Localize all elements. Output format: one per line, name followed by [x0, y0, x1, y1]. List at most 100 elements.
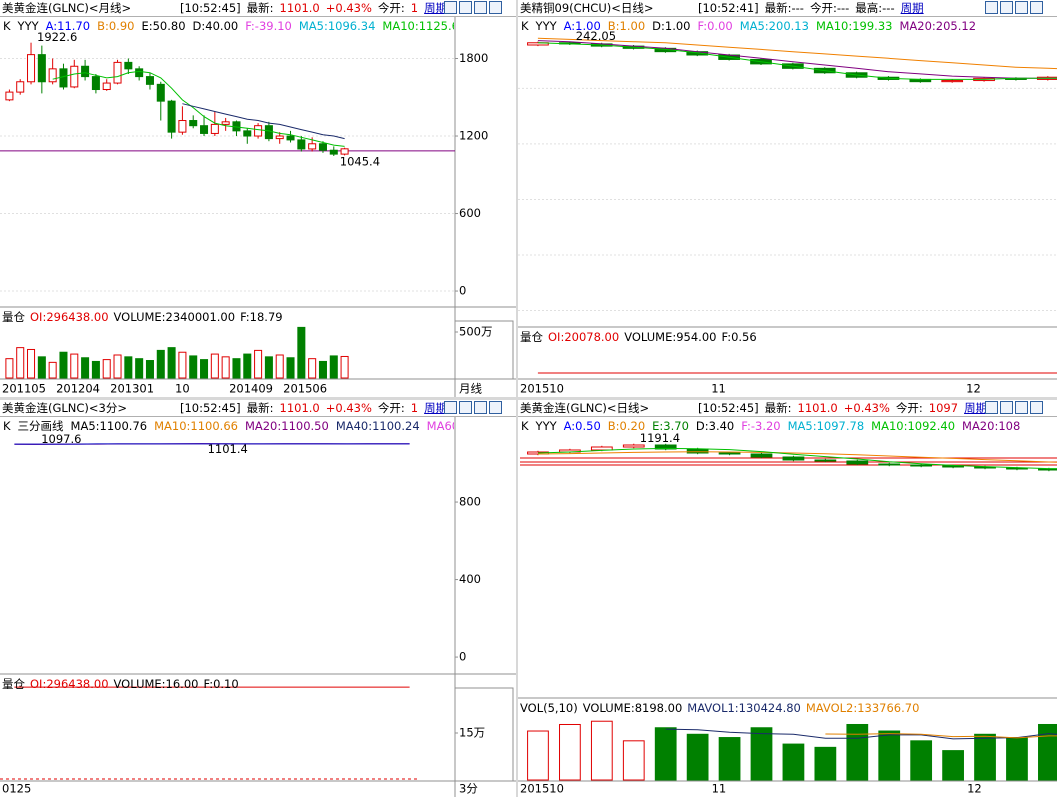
volume-bar	[124, 356, 133, 379]
indicator-line	[537, 42, 1057, 80]
toolbar-button[interactable]	[1000, 1, 1013, 14]
toolbar-button[interactable]	[474, 1, 487, 14]
toolbar-button[interactable]	[1015, 1, 1028, 14]
volume-header: 量仓 OI:296438.00 VOLUME:2340001.00 F:18.79	[0, 309, 453, 325]
volume-header: 量仓 OI:20078.00 VOLUME:954.00 F:0.56	[518, 329, 1057, 345]
indicator-value: B:0.20	[607, 419, 646, 433]
header-field: 最高:---	[855, 1, 895, 15]
indicator-row: K YYY A:11.70 B:0.90 E:50.80 D:40.00 F:-39.10 M…	[0, 18, 454, 34]
candle-body	[750, 453, 773, 458]
toolbar-button[interactable]	[1015, 401, 1028, 414]
toolbar-button[interactable]	[459, 401, 472, 414]
candle-body	[846, 460, 869, 465]
toolbar-button[interactable]	[444, 401, 457, 414]
period-button[interactable]: 周期	[900, 1, 924, 15]
toolbar-button[interactable]	[1000, 401, 1013, 414]
volume-bar	[189, 355, 198, 379]
volume-bar	[102, 359, 111, 379]
toolbar-button[interactable]	[1030, 1, 1043, 14]
period-button[interactable]: 周期	[424, 1, 448, 15]
candle-body	[590, 446, 613, 451]
toolbar-button[interactable]	[985, 401, 998, 414]
volume-bar	[167, 347, 176, 379]
volume-bar	[264, 356, 273, 379]
toolbar	[985, 401, 1043, 414]
volume-field: VOLUME:954.00	[624, 330, 717, 344]
indicator-value: E:3.70	[652, 419, 689, 433]
candle-body	[814, 459, 837, 462]
volume-axis-box	[454, 687, 514, 782]
y-tick-label: 1800	[459, 51, 488, 65]
volume-bar	[1006, 737, 1028, 781]
volume-field: VOLUME:16.00	[113, 677, 199, 691]
candle-body	[308, 143, 317, 150]
indicator-value: MA5:1097.78	[787, 419, 865, 433]
toolbar-button[interactable]	[489, 401, 502, 414]
indicator-value: MA10:1092.40	[871, 419, 956, 433]
annotation: 242.05	[576, 29, 616, 43]
panel-header: 美黄金连(GLNC)<3分> [10:52:45] 最新: 1101.0 +0.43% 今…	[0, 400, 516, 417]
x-tick-label: 12	[967, 782, 982, 796]
indicator-line	[665, 728, 1057, 740]
volume-bar	[37, 356, 46, 379]
header-field: +0.43%	[843, 401, 890, 415]
toolbar-button[interactable]	[985, 1, 998, 14]
toolbar-button[interactable]	[489, 1, 502, 14]
toolbar-button[interactable]	[444, 1, 457, 14]
candle-body	[91, 76, 100, 91]
volume-bar	[590, 720, 613, 781]
indicator-value: K	[3, 19, 11, 33]
header-field: 今开:	[377, 1, 405, 15]
candle-body	[48, 68, 57, 83]
volume-bar	[275, 354, 284, 379]
annotation: 1045.4	[340, 154, 380, 168]
volume-bar	[70, 353, 79, 379]
x-tick-label: 201510	[520, 382, 564, 396]
volume-field: MAVOL1:130424.80	[687, 701, 801, 715]
chart-panel: 050100150200242.05196.901800020151011122…	[518, 0, 1057, 397]
header-field: +0.43%	[325, 1, 372, 15]
x-tick-label: 201105	[2, 382, 46, 396]
indicator-value: B:1.00	[607, 19, 646, 33]
indicator-value: MA20:108	[962, 419, 1021, 433]
volume-bar	[686, 733, 709, 781]
header-field: 今开:	[377, 401, 405, 415]
volume-bar	[942, 750, 964, 781]
period-button[interactable]: 周期	[424, 401, 448, 415]
volume-bar	[48, 361, 57, 379]
volume-bar	[718, 737, 741, 781]
y-tick-label: 400	[459, 572, 481, 586]
annotation: 1191.4	[640, 431, 680, 445]
toolbar-button[interactable]	[474, 401, 487, 414]
volume-field: OI:20078.00	[548, 330, 620, 344]
candle-body	[286, 135, 295, 141]
indicator-line	[537, 451, 1057, 463]
y-tick-label: 0	[459, 284, 466, 298]
volume-bar	[59, 351, 68, 379]
header-field: 1101.0	[279, 1, 320, 15]
indicator-value: F:-39.10	[245, 19, 292, 33]
panel-title: 美精铜09(CHCU)<日线>	[520, 1, 654, 15]
indicator-value: MA20:1100.50	[244, 419, 329, 433]
volume-bar	[527, 730, 549, 781]
x-tick-label: 201301	[110, 382, 154, 396]
toolbar-button[interactable]	[459, 1, 472, 14]
candle-body	[686, 448, 709, 454]
volume-field: OI:296438.00	[30, 310, 109, 324]
candle-body	[275, 135, 284, 140]
x-tick-label: 0125	[2, 782, 31, 796]
toolbar-button[interactable]	[1030, 401, 1043, 414]
indicator-value: MA60:1(	[426, 419, 454, 433]
period-button[interactable]: 周期	[964, 401, 988, 415]
header-field: 最新:	[246, 1, 274, 15]
panel-header: 美黄金连(GLNC)<月线> [10:52:45] 最新: 1101.0 +0.43% 今…	[0, 0, 516, 17]
header-field: [10:52:45]	[698, 401, 759, 415]
candle-body	[1038, 468, 1057, 471]
volume-bar	[156, 349, 165, 379]
volume-bar	[910, 740, 933, 781]
volume-field: F:0.10	[203, 677, 239, 691]
indicator-value: YYY	[535, 19, 557, 33]
indicator-value: K	[521, 19, 529, 33]
panel-title: 美黄金连(GLNC)<月线>	[2, 1, 132, 15]
indicator-value: K	[3, 419, 11, 433]
